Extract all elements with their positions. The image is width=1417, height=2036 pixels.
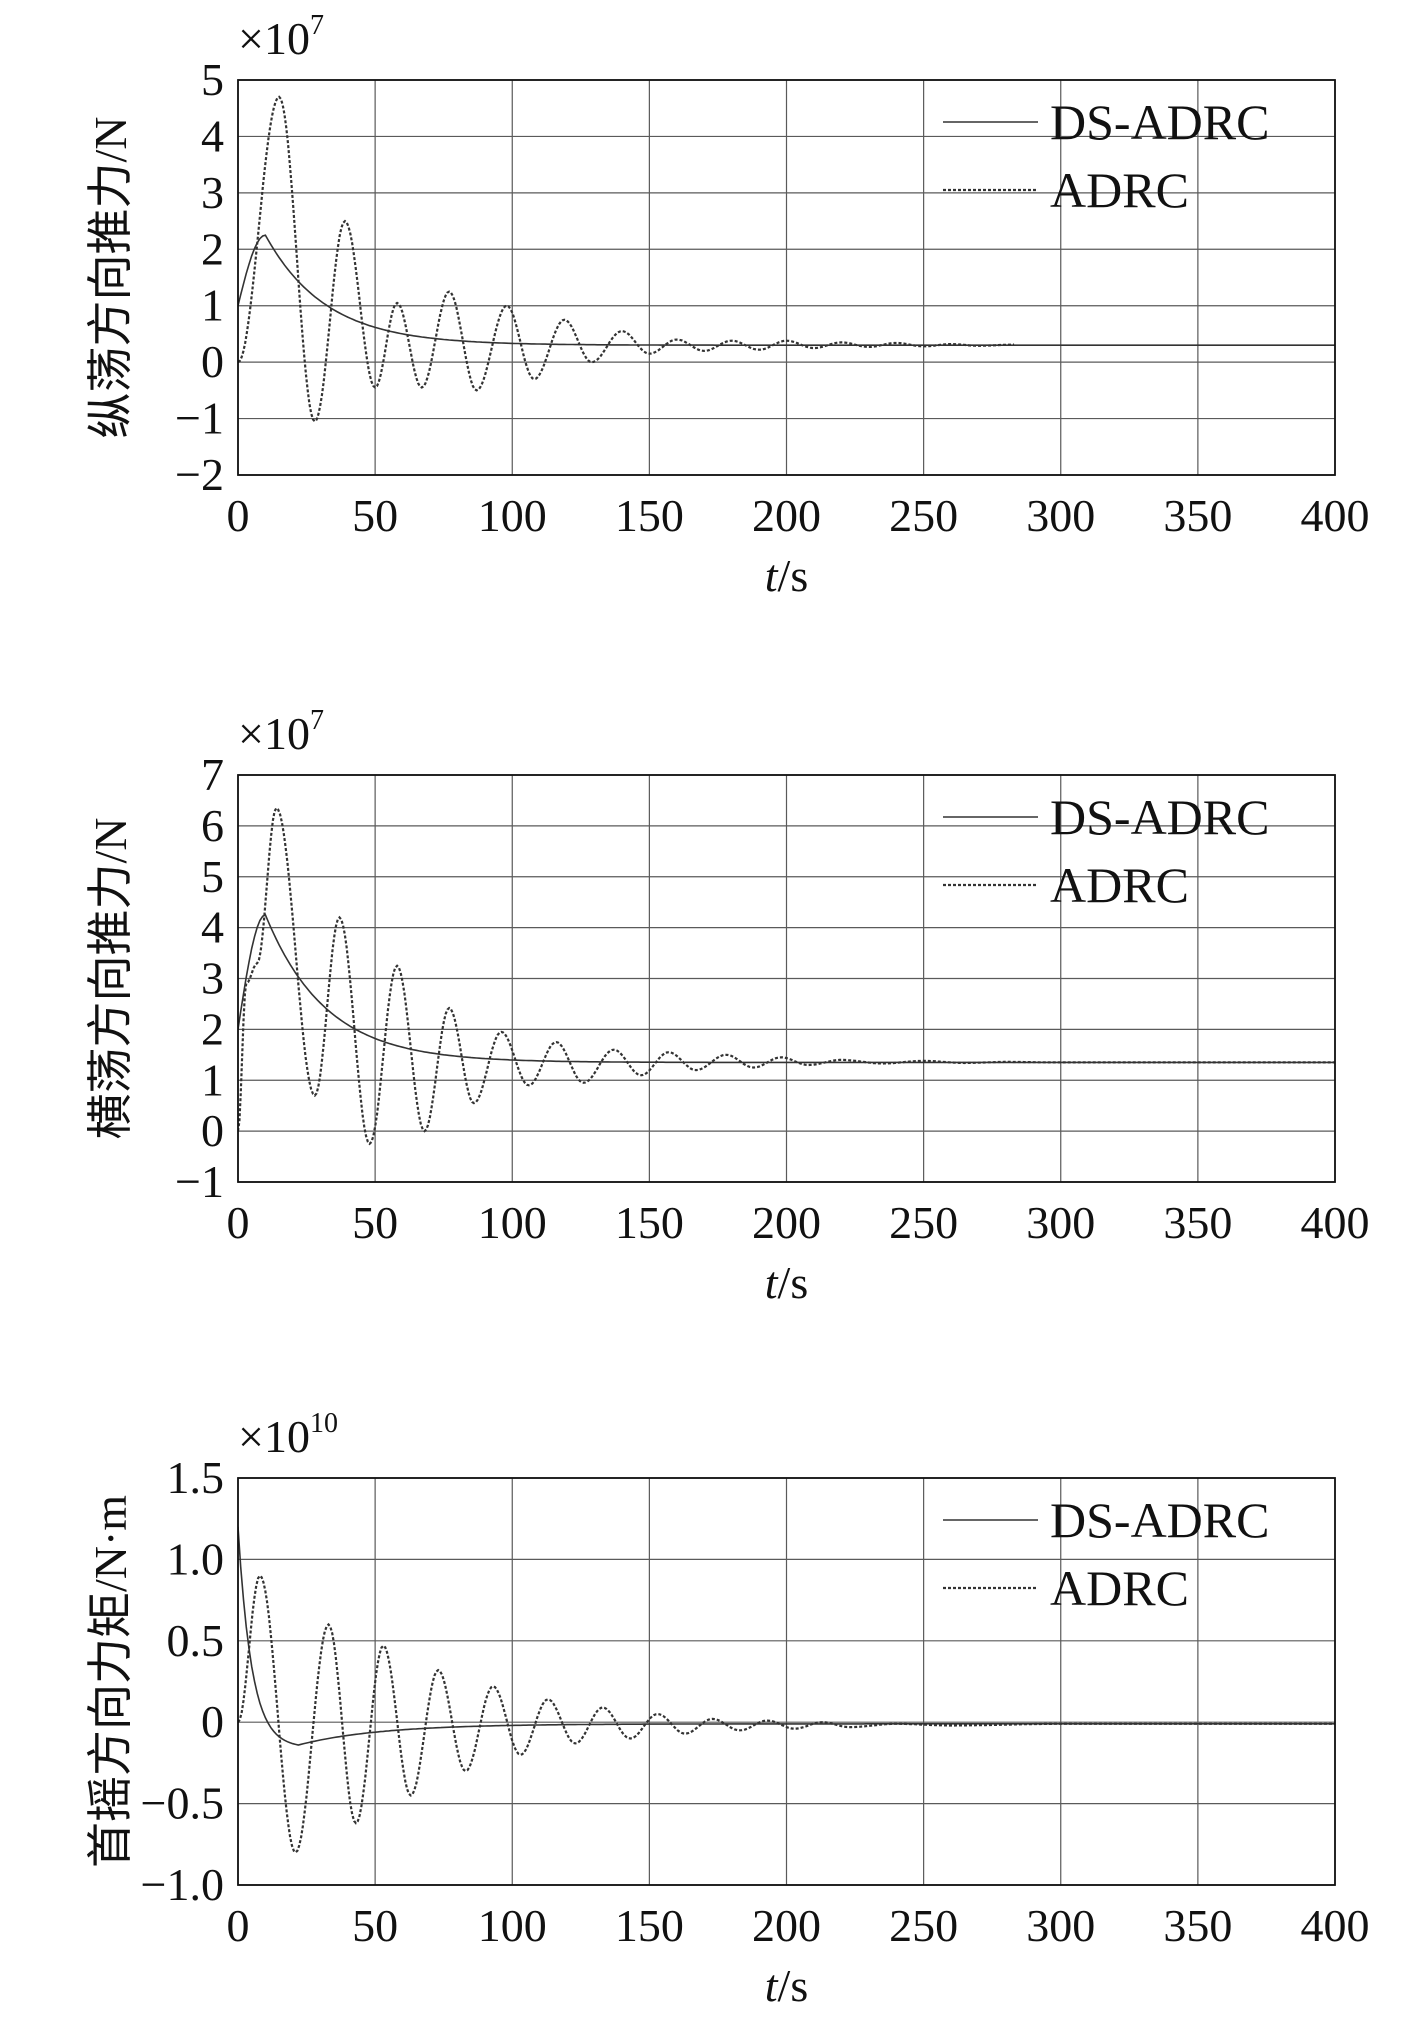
y-tick-label: 4 — [201, 902, 224, 953]
x-tick-label: 250 — [889, 1197, 958, 1248]
legend-label: DS-ADRC — [1050, 1492, 1269, 1548]
x-tick-label: 150 — [615, 1197, 684, 1248]
x-tick-label: 400 — [1301, 490, 1370, 541]
axis-multiplier-exponent: 7 — [310, 10, 324, 41]
x-axis-label: t/s — [765, 1960, 808, 2011]
x-tick-label: 250 — [889, 1900, 958, 1951]
y-axis-label: 首摇方向力矩/N·m — [85, 1495, 136, 1868]
x-tick-label: 150 — [615, 490, 684, 541]
x-tick-label: 150 — [615, 1900, 684, 1951]
y-tick-label: 1 — [201, 1054, 224, 1105]
x-tick-label: 200 — [752, 490, 821, 541]
y-tick-label: 1 — [201, 280, 224, 331]
legend-label: DS-ADRC — [1050, 94, 1269, 150]
axis-multiplier-base: ×10 — [238, 13, 310, 64]
y-tick-label: 7 — [201, 749, 224, 800]
axis-multiplier-base: ×10 — [238, 1411, 310, 1462]
x-tick-label: 400 — [1301, 1900, 1370, 1951]
x-tick-label: 50 — [352, 490, 398, 541]
y-axis-label: 纵荡方向推力/N — [85, 117, 136, 439]
axes-frame — [237, 1477, 1336, 1886]
y-tick-label: 1.5 — [167, 1452, 225, 1503]
series-line-adrc — [238, 1574, 1335, 1854]
x-tick-label: 100 — [478, 1900, 547, 1951]
legend-label: ADRC — [1050, 162, 1189, 218]
x-tick-label: 0 — [227, 1197, 250, 1248]
x-axis-label-unit: /s — [778, 1960, 809, 2011]
axis-multiplier-exponent: 7 — [310, 705, 324, 736]
y-tick-label: 3 — [201, 167, 224, 218]
series-line-ds-adrc — [238, 1526, 1335, 1746]
y-tick-label: 3 — [201, 953, 224, 1004]
y-tick-label: 0 — [201, 1105, 224, 1156]
x-tick-label: 50 — [352, 1900, 398, 1951]
chart-panel-3: 0 50 100 150 200 250 300 350 400 −1.0 −0.5 0 0.5 1.0 1… — [85, 1408, 1370, 2011]
axis-multiplier: ×1010 — [238, 1408, 338, 1462]
x-tick-label: 400 — [1301, 1197, 1370, 1248]
x-tick-label: 300 — [1026, 1900, 1095, 1951]
x-tick-label: 0 — [227, 490, 250, 541]
y-tick-label: 5 — [201, 54, 224, 105]
y-tick-label: −0.5 — [141, 1778, 224, 1829]
x-tick-label: 350 — [1163, 1900, 1232, 1951]
y-tick-label: 5 — [201, 851, 224, 902]
chart-panel-2: 0 50 100 150 200 250 300 350 400−101234567×107t/… — [85, 705, 1370, 1308]
axes-frame — [237, 79, 1336, 476]
y-tick-label: 0.5 — [167, 1615, 225, 1666]
y-tick-label: 1.0 — [167, 1533, 225, 1584]
x-tick-label: 300 — [1026, 490, 1095, 541]
x-axis-label: t/s — [765, 1257, 808, 1308]
legend-label: DS-ADRC — [1050, 789, 1269, 845]
x-tick-label: 100 — [478, 1197, 547, 1248]
series-line-adrc — [238, 95, 1015, 423]
x-tick-label: 50 — [352, 1197, 398, 1248]
y-tick-label: −1 — [175, 393, 224, 444]
x-axis-label-symbol: t — [765, 1257, 779, 1308]
x-axis-label-unit: /s — [778, 550, 809, 601]
x-tick-label: 200 — [752, 1197, 821, 1248]
y-axis-label: 横荡方向推力/N — [85, 818, 136, 1140]
axis-multiplier-exponent: 10 — [310, 1408, 338, 1439]
chart-panel-1: 0 50 100 150 200 250 300 350 400−2−1012345×107t/… — [85, 10, 1370, 601]
x-axis-label-unit: /s — [778, 1257, 809, 1308]
axis-multiplier: ×107 — [238, 705, 324, 759]
x-tick-label: 350 — [1163, 490, 1232, 541]
series-line-adrc — [238, 806, 1335, 1146]
axes-frame — [237, 774, 1336, 1183]
legend-label: ADRC — [1050, 857, 1189, 913]
y-tick-label: −1 — [175, 1156, 224, 1207]
axis-multiplier-base: ×10 — [238, 708, 310, 759]
y-tick-label: 0 — [201, 336, 224, 387]
axis-multiplier: ×107 — [238, 10, 324, 64]
y-tick-label: −2 — [175, 449, 224, 500]
y-tick-label: 2 — [201, 1003, 224, 1054]
y-tick-label: 6 — [201, 800, 224, 851]
x-axis-label-symbol: t — [765, 550, 779, 601]
x-axis-label-symbol: t — [765, 1960, 779, 2011]
x-tick-label: 0 — [227, 1900, 250, 1951]
series-line-ds-adrc — [238, 234, 1335, 346]
x-tick-label: 250 — [889, 490, 958, 541]
legend-label: ADRC — [1050, 1560, 1189, 1616]
x-tick-label: 200 — [752, 1900, 821, 1951]
y-tick-label: 4 — [201, 110, 224, 161]
x-axis-label: t/s — [765, 550, 808, 601]
y-tick-label: 0 — [201, 1696, 224, 1747]
series-line-ds-adrc — [238, 913, 1335, 1064]
x-tick-label: 100 — [478, 490, 547, 541]
y-tick-label: −1.0 — [141, 1859, 224, 1910]
y-tick-label: 2 — [201, 223, 224, 274]
x-tick-label: 350 — [1163, 1197, 1232, 1248]
x-tick-label: 300 — [1026, 1197, 1095, 1248]
